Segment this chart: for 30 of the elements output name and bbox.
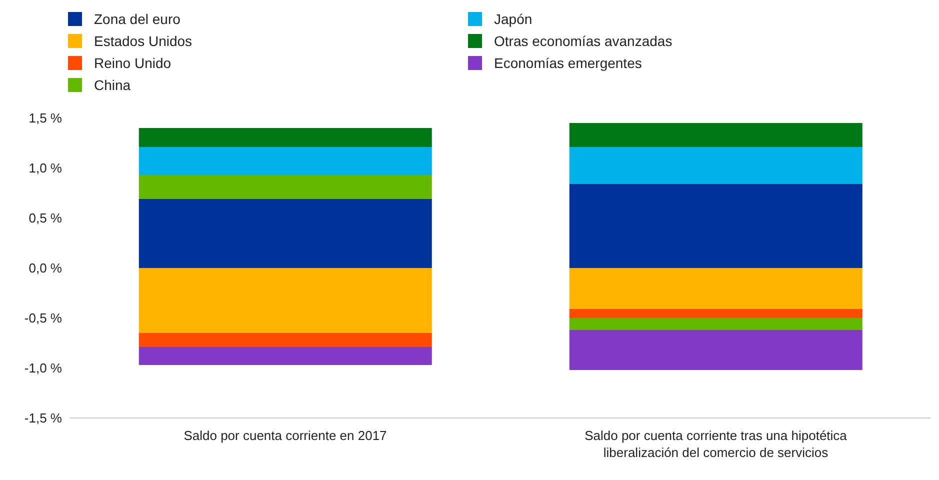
bar [138,147,432,175]
y-tick-label: 1,5 % [28,110,62,126]
bar [569,184,862,268]
legend-label: Zona del euro [94,11,180,27]
bar [138,175,432,199]
bar [138,199,432,268]
bar [138,347,432,365]
y-tick-label: -0,5 % [24,310,62,326]
y-tick-label: 1,0 % [28,160,62,176]
bar [569,309,862,318]
legend-label: China [94,77,131,93]
y-tick-label: -1,0 % [24,360,62,376]
bar [138,333,432,347]
bar [569,268,862,309]
x-tick-label: Saldo por cuenta corriente tras una hipotética liberalización del comercio de servicios [584,428,848,460]
legend-label: Economías emergentes [494,55,642,71]
y-tick-label: -1,5 % [24,410,62,426]
x-tick-label: Saldo por cuenta corriente en 2017 [184,428,387,443]
y-tick-label: 0,0 % [28,260,62,276]
bar [569,147,862,184]
legend-label: Reino Unido [94,55,172,71]
bar [569,318,862,330]
legend-label: Japón [494,11,532,27]
bar [138,128,432,147]
legend-label: Estados Unidos [94,33,192,49]
legend-label: Otras economías avanzadas [494,33,672,49]
bar [138,268,432,333]
bar [569,330,862,370]
y-tick-label: 0,5 % [28,210,62,226]
bar [569,123,862,147]
